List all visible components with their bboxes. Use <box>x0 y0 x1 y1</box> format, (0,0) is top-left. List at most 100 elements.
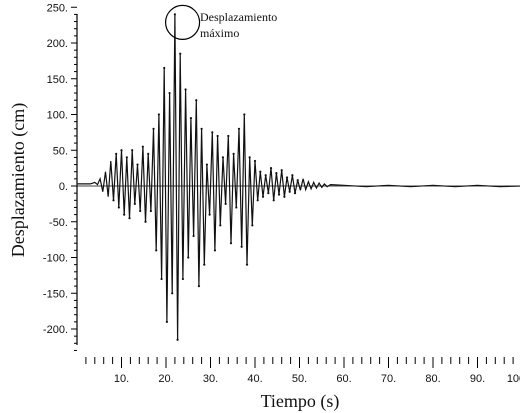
data-point <box>115 152 118 155</box>
data-point <box>243 113 246 116</box>
y-tick-label: -150. <box>43 288 68 300</box>
data-point <box>235 206 238 209</box>
data-point <box>288 190 291 193</box>
x-tick-label: 60. <box>336 373 351 385</box>
y-tick-label: -50. <box>49 217 68 229</box>
data-point <box>179 52 182 55</box>
data-point <box>227 134 230 138</box>
data-point <box>237 127 241 130</box>
data-point <box>189 116 193 120</box>
data-point <box>232 152 235 155</box>
data-point <box>264 174 267 177</box>
data-point <box>144 220 147 223</box>
data-point <box>141 145 144 148</box>
data-point <box>216 134 219 138</box>
data-point <box>229 242 233 245</box>
y-tick-label: 50. <box>53 145 68 157</box>
x-tick-label: 40. <box>247 373 262 385</box>
x-tick-label: 100 <box>507 373 520 385</box>
data-point <box>133 202 136 205</box>
data-point <box>280 169 283 172</box>
data-point <box>221 156 225 159</box>
y-tick-label: 250. <box>47 2 68 14</box>
y-tick-label: -100. <box>43 253 68 265</box>
x-axis-title: Tiempo (s) <box>261 391 340 412</box>
y-tick-label: 200. <box>47 38 68 50</box>
data-point <box>131 149 134 152</box>
max-displacement-circle <box>164 4 201 40</box>
x-axis: 10. 20. 30. 40. 50. 60. 70. 80. 90. 100 <box>85 357 520 385</box>
data-point <box>123 213 126 216</box>
data-point <box>205 163 209 166</box>
data-point <box>171 292 174 295</box>
data-point <box>195 99 198 102</box>
x-tick-label: 70. <box>381 373 396 385</box>
data-point <box>120 149 123 152</box>
data-point <box>269 167 273 170</box>
series-points <box>112 13 299 341</box>
data-point <box>213 249 217 252</box>
data-point <box>259 170 262 173</box>
x-tick-label: 50. <box>292 373 307 385</box>
x-tick-label: 20. <box>158 373 173 385</box>
data-point <box>173 13 176 16</box>
data-point <box>165 320 168 323</box>
data-point <box>163 66 166 70</box>
data-point <box>261 195 265 198</box>
data-point <box>187 256 190 259</box>
data-point <box>291 174 294 177</box>
data-point <box>275 172 278 175</box>
data-point <box>176 338 179 341</box>
data-point <box>136 163 139 166</box>
y-tick-label: 0. <box>59 181 68 193</box>
data-point <box>155 249 158 252</box>
x-tick-label: 80. <box>425 373 440 385</box>
data-point <box>149 209 152 213</box>
data-point <box>267 192 270 195</box>
x-tick-label: 30. <box>203 373 218 385</box>
data-point <box>277 193 281 196</box>
y-tick-label: -200. <box>43 324 68 336</box>
data-point <box>251 224 254 227</box>
data-point <box>293 192 297 195</box>
data-point <box>296 179 299 182</box>
data-point <box>160 277 163 281</box>
data-point <box>117 206 120 209</box>
data-point <box>200 127 203 130</box>
data-point <box>208 213 211 216</box>
data-point <box>224 202 227 205</box>
y-axis-title: Desplazamiento (cm) <box>8 103 29 257</box>
data-point <box>181 277 185 281</box>
data-point <box>184 88 187 91</box>
y-axis: 250. 200. 150. 100. 50. 0. -50. -100. -150. -200. <box>43 2 78 351</box>
annotation-line-1: Desplazamiento <box>200 10 277 24</box>
data-point <box>248 156 251 159</box>
data-point <box>245 263 249 266</box>
y-tick-label: 150. <box>47 74 68 86</box>
data-point <box>285 176 289 179</box>
data-point <box>139 209 142 213</box>
data-point <box>152 127 155 130</box>
data-point <box>240 245 243 248</box>
data-point <box>128 217 131 220</box>
data-point <box>253 159 257 163</box>
data-point <box>283 195 286 198</box>
data-point <box>272 199 275 202</box>
data-point <box>256 199 259 202</box>
data-point <box>219 224 222 227</box>
x-tick-label: 10. <box>114 373 129 385</box>
data-point <box>112 199 115 202</box>
x-tick-label: 90. <box>470 373 485 385</box>
series-line-displacement <box>77 14 520 340</box>
y-tick-label: 100. <box>47 110 68 122</box>
data-point <box>203 263 206 266</box>
data-point <box>192 234 195 238</box>
data-point <box>157 113 160 116</box>
data-point <box>211 131 214 134</box>
data-point <box>125 156 128 159</box>
annotation-line-2: máximo <box>200 26 239 40</box>
data-point <box>168 91 171 95</box>
data-point <box>197 285 201 288</box>
data-point <box>147 152 150 155</box>
